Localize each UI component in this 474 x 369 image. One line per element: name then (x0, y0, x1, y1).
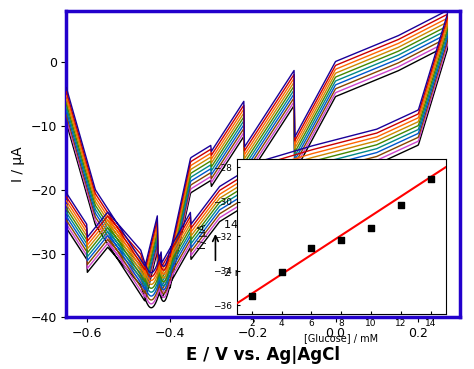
Y-axis label: I / μA: I / μA (198, 224, 208, 249)
Point (367, 225, 375, 231)
Point (278, 269, 285, 275)
Y-axis label: I / μA: I / μA (11, 146, 25, 182)
Point (427, 176, 435, 182)
X-axis label: [Glucose] / mM: [Glucose] / mM (304, 333, 378, 343)
Text: 2 mM: 2 mM (224, 268, 255, 278)
Point (308, 245, 315, 251)
X-axis label: E / V vs. Ag|AgCl: E / V vs. Ag|AgCl (186, 346, 340, 363)
Point (337, 237, 345, 242)
Text: 14 mM: 14 mM (224, 220, 262, 230)
Point (248, 293, 255, 299)
Point (397, 202, 405, 208)
